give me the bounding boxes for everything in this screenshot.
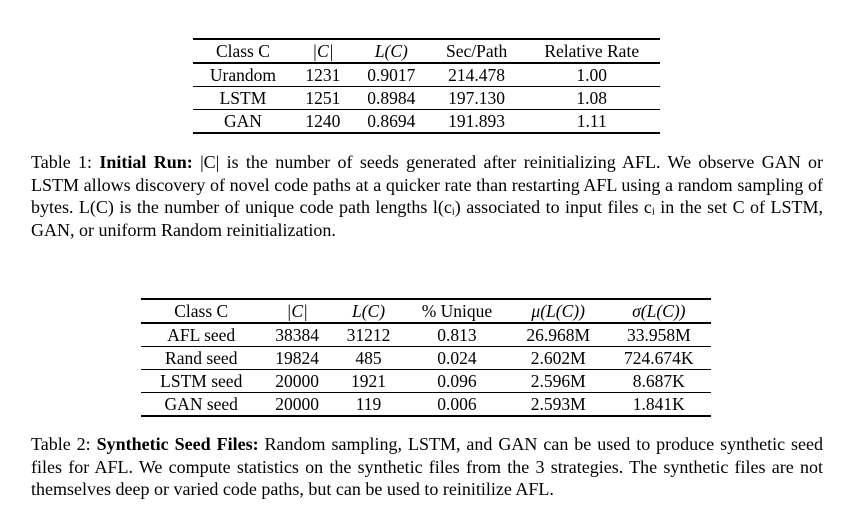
table-1: Class C |C| L(C) Sec/Path Relative Rate … [193, 38, 660, 134]
table-cell: 1240 [305, 111, 341, 131]
table-cell: 20000 [275, 394, 320, 414]
table-2-header-cell: σ(L(C)) [632, 301, 686, 321]
table-2-header-row: Class C |C| L(C) % Unique μ(L(C)) σ(L(C)… [141, 299, 711, 323]
table-cell: LSTM [219, 88, 267, 108]
table-row: GAN 1240 0.8694 191.893 1.11 [193, 110, 660, 133]
table-1-header-row: Class C |C| L(C) Sec/Path Relative Rate [193, 39, 660, 63]
table-1-header-cell: L(C) [374, 41, 408, 61]
caption-text: |C| is the number of seeds generated aft… [31, 152, 824, 240]
table-cell: 26.968M [526, 325, 591, 345]
table-2-header-cell: Class C [174, 301, 229, 321]
table-cell: 214.478 [448, 65, 506, 85]
table-2-header-cell: |C| [286, 301, 308, 321]
caption-label: Table 1: [31, 152, 93, 172]
table-cell: 2.602M [530, 348, 586, 368]
table-cell: 2.596M [530, 371, 586, 391]
caption-title: Synthetic Seed Files: [96, 434, 259, 454]
table-cell: 0.9017 [367, 65, 416, 85]
table-cell: 8.687K [632, 371, 685, 391]
table-cell: 0.813 [437, 325, 477, 345]
table-1-caption: Table 1: Initial Run: |C| is the number … [31, 151, 823, 241]
table-cell: 0.096 [437, 371, 477, 391]
table-row: Rand seed 19824 485 0.024 2.602M 724.674… [141, 347, 711, 370]
table-cell: GAN [223, 111, 262, 131]
table-cell: 38384 [275, 325, 320, 345]
table-row: AFL seed 38384 31212 0.813 26.968M 33.95… [141, 323, 711, 347]
table-1-header-cell: Class C [215, 41, 270, 61]
table-cell: 1231 [305, 65, 341, 85]
caption-label: Table 2: [31, 434, 91, 454]
caption-title: Initial Run: [99, 152, 193, 172]
table-cell: Urandom [209, 65, 276, 85]
table-cell: LSTM seed [160, 371, 243, 391]
table-2-caption: Table 2: Synthetic Seed Files: Random sa… [31, 433, 823, 501]
table-cell: 33.958M [626, 325, 691, 345]
table-cell: 724.674K [624, 348, 694, 368]
table-2-header-cell: μ(L(C)) [531, 301, 585, 321]
table-row: Urandom 1231 0.9017 214.478 1.00 [193, 63, 660, 87]
table-row: GAN seed 20000 119 0.006 2.593M 1.841K [141, 393, 711, 416]
table-row: LSTM 1251 0.8984 197.130 1.08 [193, 87, 660, 110]
table-cell: 0.024 [437, 348, 477, 368]
table-cell: 2.593M [530, 394, 586, 414]
table-cell: 1.08 [576, 88, 608, 108]
table-cell: 1.841K [632, 394, 685, 414]
table-1-header-cell: |C| [312, 41, 334, 61]
table-cell: GAN seed [164, 394, 238, 414]
table-2-header-cell: % Unique [421, 301, 493, 321]
table-cell: 1.11 [576, 111, 607, 131]
table-cell: AFL seed [167, 325, 236, 345]
table-cell: 1.00 [576, 65, 608, 85]
table-1-header-cell: Sec/Path [445, 41, 508, 61]
table-cell: 0.006 [437, 394, 477, 414]
table-cell: 191.893 [448, 111, 506, 131]
table-cell: 20000 [275, 371, 320, 391]
caption-text: Random sampling, LSTM, and GAN can be us… [31, 434, 824, 499]
table-2-header-cell: L(C) [351, 301, 386, 321]
table-cell: 1921 [351, 371, 387, 391]
table-cell: 485 [355, 348, 382, 368]
table-cell: 1251 [305, 88, 341, 108]
table-1-header-cell: Relative Rate [544, 41, 640, 61]
table-cell: Rand seed [165, 348, 238, 368]
table-2: Class C |C| L(C) % Unique μ(L(C)) σ(L(C)… [141, 298, 711, 417]
table-cell: 119 [355, 394, 382, 414]
table-cell: 197.130 [448, 88, 506, 108]
table-cell: 19824 [275, 348, 320, 368]
table-cell: 0.8984 [367, 88, 416, 108]
table-row: LSTM seed 20000 1921 0.096 2.596M 8.687K [141, 370, 711, 393]
table-cell: 0.8694 [367, 111, 416, 131]
table-cell: 31212 [346, 325, 391, 345]
